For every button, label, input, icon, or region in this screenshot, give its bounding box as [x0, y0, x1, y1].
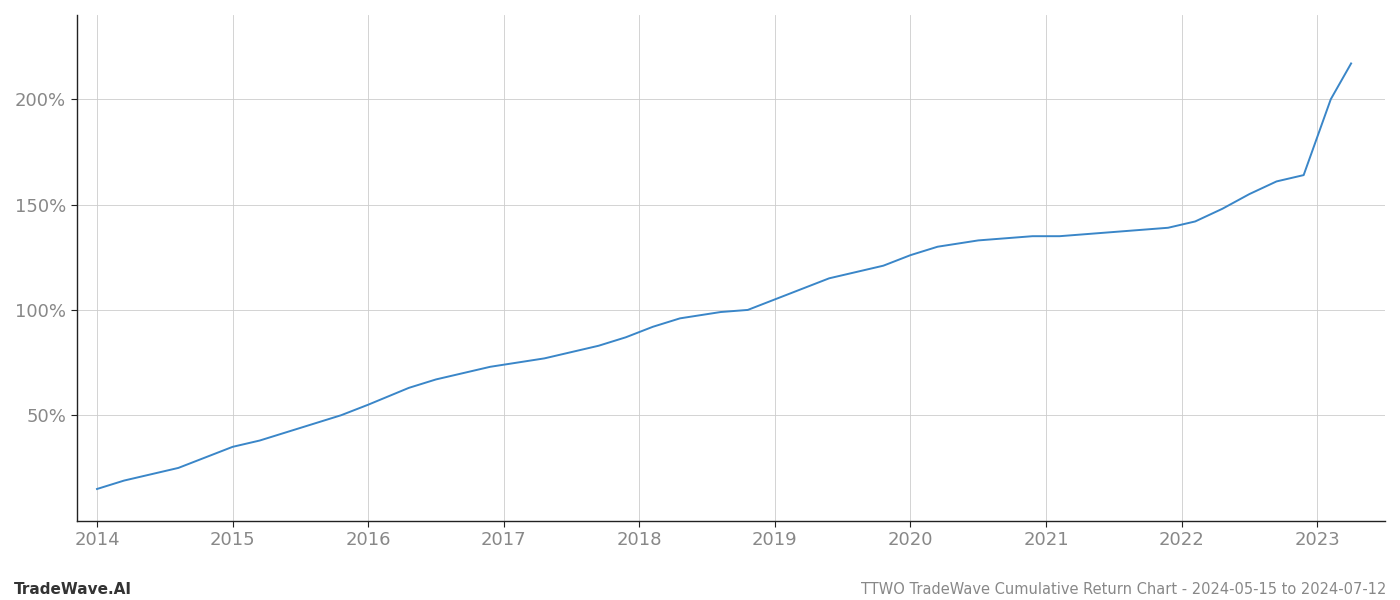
Text: TTWO TradeWave Cumulative Return Chart - 2024-05-15 to 2024-07-12: TTWO TradeWave Cumulative Return Chart -…	[861, 582, 1386, 597]
Text: TradeWave.AI: TradeWave.AI	[14, 582, 132, 597]
